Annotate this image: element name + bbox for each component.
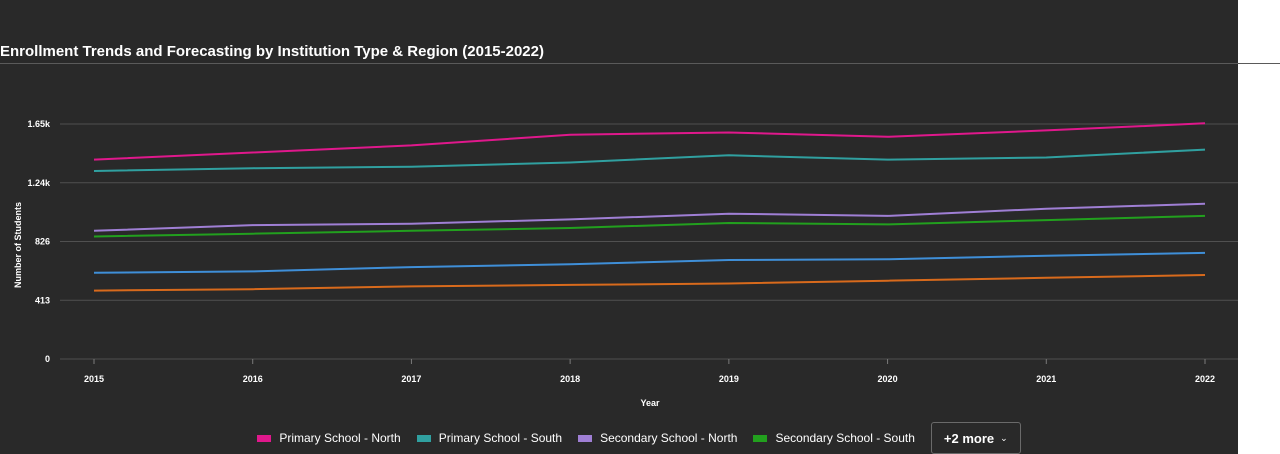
y-tick-label: 1.65k <box>27 119 51 129</box>
legend-label: Primary School - North <box>279 431 401 445</box>
x-tick-label: 2019 <box>719 374 739 384</box>
x-tick-label: 2017 <box>401 374 421 384</box>
legend-swatch <box>416 434 431 442</box>
series-line[interactable] <box>93 274 1206 292</box>
legend-item[interactable]: Primary School - South <box>416 431 563 445</box>
legend-label: Secondary School - North <box>600 431 738 445</box>
x-tick-label: 2021 <box>1036 374 1056 384</box>
legend-swatch <box>753 434 768 442</box>
y-tick-label: 413 <box>35 295 50 305</box>
chart-legend: Primary School - North Primary School - S… <box>0 422 1270 454</box>
gridlines <box>60 123 1238 360</box>
series-line[interactable] <box>93 148 1206 172</box>
x-axis-ticks: 2015 2016 2017 2018 2019 2020 2021 2022 <box>84 359 1215 384</box>
series-line[interactable] <box>93 202 1206 232</box>
legend-swatch <box>578 434 593 442</box>
x-tick-label: 2020 <box>878 374 898 384</box>
y-axis-ticks: 0 413 826 1.24k 1.65k <box>27 119 51 364</box>
x-tick-label: 2015 <box>84 374 104 384</box>
chart-title: Enrollment Trends and Forecasting by Ins… <box>0 43 544 60</box>
chevron-down-icon: ⌄ <box>1000 432 1008 443</box>
legend-item[interactable]: Primary School - North <box>257 431 401 445</box>
more-series-button[interactable]: +2 more ⌄ <box>930 422 1021 454</box>
series-line[interactable] <box>93 214 1206 238</box>
title-divider <box>0 63 1280 64</box>
legend-item[interactable]: Secondary School - South <box>753 431 915 445</box>
series-line[interactable] <box>93 122 1206 161</box>
x-tick-label: 2016 <box>243 374 263 384</box>
legend-swatch <box>257 434 272 442</box>
x-axis-title: Year <box>640 398 660 408</box>
y-tick-label: 0 <box>45 354 50 364</box>
y-tick-label: 1.24k <box>27 178 51 188</box>
legend-label: Secondary School - South <box>775 431 915 445</box>
series-line[interactable] <box>93 251 1206 274</box>
y-axis-title: Number of Students <box>13 202 23 288</box>
more-series-label: +2 more <box>943 430 995 446</box>
x-tick-label: 2018 <box>560 374 580 384</box>
legend-item[interactable]: Secondary School - North <box>578 431 737 445</box>
legend-label: Primary School - South <box>438 431 563 445</box>
series-lines <box>93 122 1206 292</box>
y-tick-label: 826 <box>35 237 50 247</box>
x-tick-label: 2022 <box>1195 374 1215 384</box>
